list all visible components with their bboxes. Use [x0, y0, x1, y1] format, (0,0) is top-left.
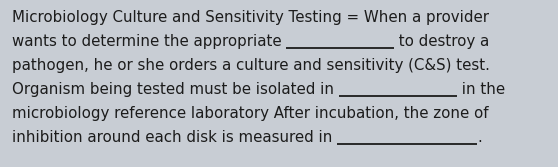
Text: .: . — [477, 130, 482, 145]
Text: Microbiology Culture and Sensitivity Testing = When a provider: Microbiology Culture and Sensitivity Tes… — [12, 10, 489, 25]
Text: inhibition around each disk is measured in: inhibition around each disk is measured … — [12, 130, 337, 145]
Text: in the: in the — [457, 82, 505, 97]
Text: wants to determine the appropriate: wants to determine the appropriate — [12, 34, 286, 49]
Text: microbiology reference laboratory After incubation, the zone of: microbiology reference laboratory After … — [12, 106, 489, 121]
Text: to destroy a: to destroy a — [395, 34, 489, 49]
Text: Organism being tested must be isolated in: Organism being tested must be isolated i… — [12, 82, 339, 97]
Text: pathogen, he or she orders a culture and sensitivity (C&S) test.: pathogen, he or she orders a culture and… — [12, 58, 490, 73]
